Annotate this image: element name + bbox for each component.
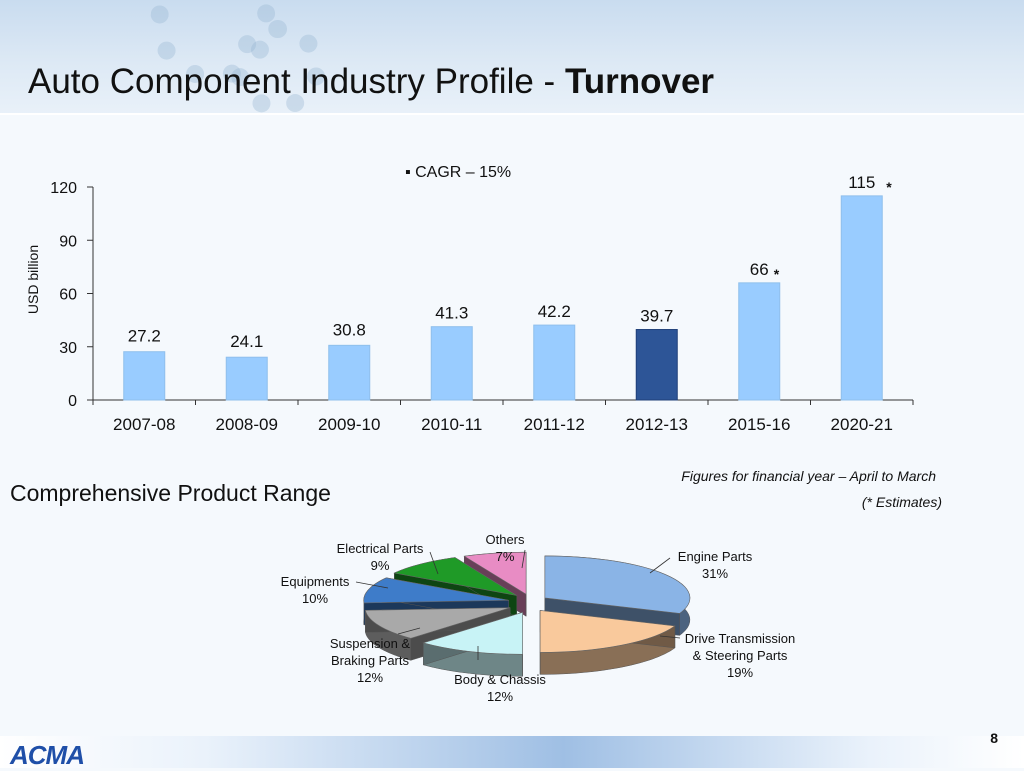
pie-label: 10%: [302, 591, 328, 606]
x-tick-label: 2010-11: [421, 415, 482, 434]
pie-slice-top: [463, 551, 527, 595]
pie-leader-line: [429, 551, 439, 575]
pie-label: Body & Chassis: [454, 672, 546, 687]
pie-slice-top: [539, 610, 676, 653]
turnover-bar-chart: 0 30 60 90 120 USD billion ▪ CAGR – 15% 2007-08…: [0, 115, 1024, 455]
bar-2009-10: [328, 344, 371, 401]
acma-logo: ACMA: [10, 740, 85, 770]
bar-2015-16: [738, 282, 781, 401]
cagr-annotation: ▪ CAGR – 15%: [405, 164, 511, 181]
header-divider: [0, 113, 1024, 115]
pie-label: 19%: [727, 665, 753, 680]
bar-2010-11: [430, 326, 473, 401]
data-label: 41.3: [435, 304, 468, 323]
x-tick-label: 2009-10: [318, 415, 380, 434]
estimate-marker: *: [886, 179, 892, 195]
pie-label: Braking Parts: [331, 653, 410, 668]
pie-leader-line: [659, 635, 681, 639]
pie-label: 9%: [371, 558, 390, 573]
data-label: 24.1: [230, 332, 263, 351]
pie-label: Drive Transmission: [685, 631, 796, 646]
y-tick-label: 30: [59, 340, 77, 357]
bar-chart-svg: 0 30 60 90 120 USD billion ▪ CAGR – 15% 2007-08…: [25, 164, 914, 434]
slide-header: Auto Component Industry Profile - Turnov…: [0, 0, 1024, 115]
pie-label: 12%: [487, 689, 513, 704]
y-axis-label: USD billion: [25, 245, 41, 314]
section-title: Comprehensive Product Range: [10, 480, 331, 506]
bar-2012-13: [635, 329, 678, 401]
estimates-note: (* Estimates): [861, 494, 942, 510]
estimate-marker: *: [774, 266, 780, 282]
pie-label: Suspension &: [330, 636, 411, 651]
pie-slice-body-chassis: [422, 611, 523, 677]
financial-year-note: Figures for financial year – April to Ma…: [681, 468, 936, 484]
data-label: 39.7: [640, 307, 673, 326]
x-tick-label: 2008-09: [216, 415, 278, 434]
y-tick-label: 0: [68, 393, 77, 410]
data-label: 27.2: [128, 327, 161, 346]
x-tick-label: 2011-12: [524, 415, 585, 434]
x-tick-label: 2015-16: [728, 415, 790, 434]
pie-leader-line: [397, 627, 421, 635]
pie-leader-line: [649, 557, 671, 574]
y-tick-label: 120: [50, 180, 77, 197]
pie-chart-svg: Engine Parts 31% Drive Transmission & Steer…: [281, 532, 796, 704]
pie-label: 12%: [357, 670, 383, 685]
pie-label: Others: [485, 532, 525, 547]
pie-leader-line: [521, 549, 526, 569]
data-label: 66: [750, 260, 769, 279]
pie-slice-top: [422, 611, 523, 655]
pie-label: Electrical Parts: [337, 541, 424, 556]
slide-title-bold: Turnover: [564, 62, 715, 101]
product-range-pie-chart: Engine Parts 31% Drive Transmission & Steer…: [260, 528, 820, 708]
pie-label: & Steering Parts: [693, 648, 788, 663]
data-label: 30.8: [333, 320, 366, 339]
pie-slice-top: [363, 577, 509, 604]
bar-2008-09: [225, 356, 268, 401]
y-tick-label: 90: [59, 233, 77, 250]
slide-title: Auto Component Industry Profile - Turnov…: [28, 62, 714, 102]
data-label: 115: [848, 173, 875, 192]
bar-2011-12: [533, 324, 576, 401]
pie-label: 7%: [496, 549, 515, 564]
page-number: 8: [990, 730, 998, 746]
pie-label: Equipments: [281, 574, 350, 589]
data-label: 42.2: [538, 302, 571, 321]
pie-slice-top: [393, 557, 517, 596]
pie-label: Engine Parts: [678, 549, 753, 564]
pie-slice-top: [365, 607, 511, 639]
pie-slice-drive-transmission: [539, 610, 676, 675]
slide-title-regular: Auto Component Industry Profile -: [28, 62, 565, 101]
x-tick-label: 2020-21: [831, 415, 893, 434]
bar-2020-21: [840, 195, 883, 401]
pie-label: 31%: [702, 566, 728, 581]
x-tick-label: 2012-13: [626, 415, 688, 434]
pie-leader-line: [355, 581, 389, 589]
y-tick-label: 60: [59, 287, 77, 304]
x-tick-label: 2007-08: [113, 415, 175, 434]
footer-band: [0, 736, 1024, 768]
bar-2007-08: [123, 351, 166, 401]
